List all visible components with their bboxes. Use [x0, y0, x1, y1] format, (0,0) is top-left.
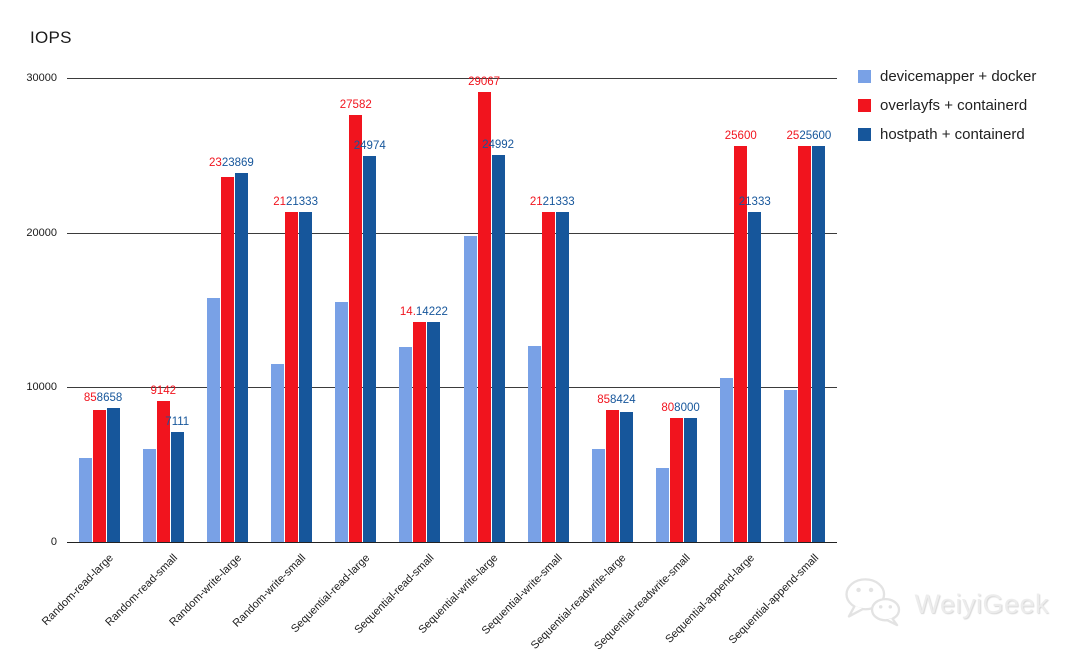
y-axis-tick-label: 0	[50, 536, 57, 548]
y-axis-tick-label: 30000	[26, 72, 57, 84]
gridline-30000	[67, 78, 837, 79]
legend-item-hostpath: hostpath + containerd	[858, 126, 1036, 143]
hostpath-bar-random-read-large	[106, 408, 120, 542]
bar-value-label-pair: 80 8000	[661, 402, 699, 414]
bar-value-label-hostpath: 24974	[353, 139, 386, 152]
x-axis-category-label-random-write-large: Random-write-large	[167, 552, 244, 629]
legend-swatch-icon	[858, 128, 871, 141]
legend-item-devicemapper: devicemapper + docker	[858, 68, 1036, 85]
chart-title: IOPS	[30, 28, 72, 47]
devicemapper-bar-sequential-readwrite-small	[656, 467, 670, 542]
devicemapper-bar-sequential-append-small	[784, 390, 798, 542]
overlayfs-bar-sequential-read-small	[413, 322, 427, 542]
watermark: WeiyiGeek	[842, 576, 1049, 633]
devicemapper-bar-random-write-large	[206, 297, 220, 542]
hostpath-bar-sequential-write-large	[491, 155, 505, 542]
overlayfs-bar-random-write-large	[220, 177, 234, 542]
bar-value-label-overlayfs: 21	[273, 196, 286, 209]
bar-value-label-overlayfs: 85	[597, 394, 611, 407]
gridline-20000	[67, 232, 837, 234]
legend-item-overlayfs: overlayfs + containerd	[858, 97, 1036, 114]
bar-value-label-pair: 25 25600	[787, 130, 832, 142]
gridline-10000	[67, 387, 837, 389]
devicemapper-bar-random-read-large	[78, 458, 92, 542]
bar-value-label-pair: 21 21333	[273, 196, 318, 208]
hostpath-bar-random-read-small	[170, 432, 184, 542]
bar-value-label-overlayfs: 23	[209, 156, 222, 169]
bar-value-label-overlayfs: 85	[83, 392, 97, 405]
hostpath-bar-sequential-readwrite-large	[619, 411, 633, 542]
devicemapper-bar-sequential-write-large	[463, 235, 477, 542]
bar-value-label-overlayfs: 27582	[339, 99, 372, 112]
gridline-0	[67, 542, 837, 543]
bar-value-label-hostpath: 21333	[542, 196, 575, 209]
overlayfs-bar-random-write-small	[285, 212, 299, 542]
bar-value-label-overlayfs: 21	[529, 196, 543, 209]
bar-value-label-hostpath: 14222	[415, 306, 448, 319]
wechat-icon	[842, 576, 904, 633]
overlayfs-bar-sequential-write-large	[477, 92, 491, 542]
devicemapper-bar-sequential-read-small	[399, 347, 413, 542]
legend: devicemapper + docker overlayfs + contain…	[858, 68, 1036, 155]
y-axis-tick-label: 20000	[26, 226, 57, 239]
bar-value-label-hostpath: 24992	[482, 139, 515, 152]
bar-value-label-pair: 85 8424	[597, 394, 635, 406]
bar-value-label-hostpath: 21333	[738, 196, 771, 209]
overlayfs-bar-sequential-read-large	[349, 115, 363, 542]
bar-value-label-overlayfs: 25600	[724, 130, 757, 143]
overlayfs-bar-sequential-append-large	[734, 146, 748, 542]
watermark-text: WeiyiGeek	[914, 589, 1049, 619]
devicemapper-bar-sequential-write-small	[527, 346, 541, 542]
hostpath-bar-random-write-small	[299, 212, 313, 542]
overlayfs-bar-sequential-write-small	[541, 212, 555, 542]
devicemapper-bar-sequential-append-large	[720, 378, 734, 542]
x-axis-category-label-random-read-small: Random-read-small	[102, 552, 180, 629]
bar-value-label-overlayfs: 25	[786, 130, 800, 143]
bar-value-label-overlayfs: 9142	[150, 384, 177, 397]
plot-area: 85 8658 9142 7111 23 23869 21 21333 27582 24974 14…	[67, 76, 837, 543]
legend-swatch-icon	[858, 70, 871, 83]
overlayfs-bar-random-read-large	[92, 410, 106, 542]
bar-value-label-overlayfs: 80	[661, 402, 675, 415]
bar-value-label-hostpath: 7111	[165, 416, 190, 429]
hostpath-bar-sequential-readwrite-small	[684, 418, 698, 542]
hostpath-bar-sequential-append-large	[748, 212, 762, 542]
devicemapper-bar-random-read-small	[142, 449, 156, 542]
legend-label: overlayfs + containerd	[880, 97, 1028, 114]
overlayfs-bar-sequential-readwrite-large	[605, 410, 619, 542]
overlayfs-bar-random-read-small	[156, 400, 170, 542]
hostpath-bar-sequential-read-large	[363, 155, 377, 542]
hostpath-bar-sequential-append-small	[812, 146, 826, 542]
bar-value-label-pair: 85 8658	[84, 392, 122, 404]
bar-value-label-pair: 23 23869	[209, 157, 254, 169]
bar-value-label-hostpath: 8658	[96, 392, 123, 405]
hostpath-bar-random-write-large	[234, 172, 248, 542]
legend-label: devicemapper + docker	[880, 68, 1037, 85]
overlayfs-bar-sequential-readwrite-small	[670, 418, 684, 542]
bar-value-label-overlayfs: 29067	[468, 76, 501, 89]
devicemapper-bar-sequential-readwrite-large	[591, 449, 605, 542]
bar-value-label-pair: 14. 14222	[400, 306, 448, 318]
hostpath-bar-sequential-write-small	[555, 212, 569, 542]
bar-value-label-pair: 21 21333	[530, 196, 575, 208]
bar-value-label-hostpath: 21333	[285, 196, 318, 209]
bar-value-label-overlayfs: 14.	[399, 306, 416, 319]
bar-value-label-hostpath: 25600	[799, 130, 832, 143]
x-axis-category-label-random-read-large: Random-read-large	[39, 552, 116, 628]
overlayfs-bar-sequential-append-small	[798, 146, 812, 542]
bar-value-label-hostpath: 23869	[221, 156, 254, 169]
legend-swatch-icon	[858, 99, 871, 112]
legend-label: hostpath + containerd	[880, 126, 1025, 143]
bar-value-label-hostpath: 8424	[610, 394, 636, 407]
devicemapper-bar-sequential-read-large	[335, 302, 349, 542]
y-axis-tick-label: 10000	[26, 381, 57, 394]
bar-value-label-hostpath: 8000	[674, 402, 700, 415]
devicemapper-bar-random-write-small	[271, 364, 285, 542]
hostpath-bar-sequential-read-small	[427, 322, 441, 542]
